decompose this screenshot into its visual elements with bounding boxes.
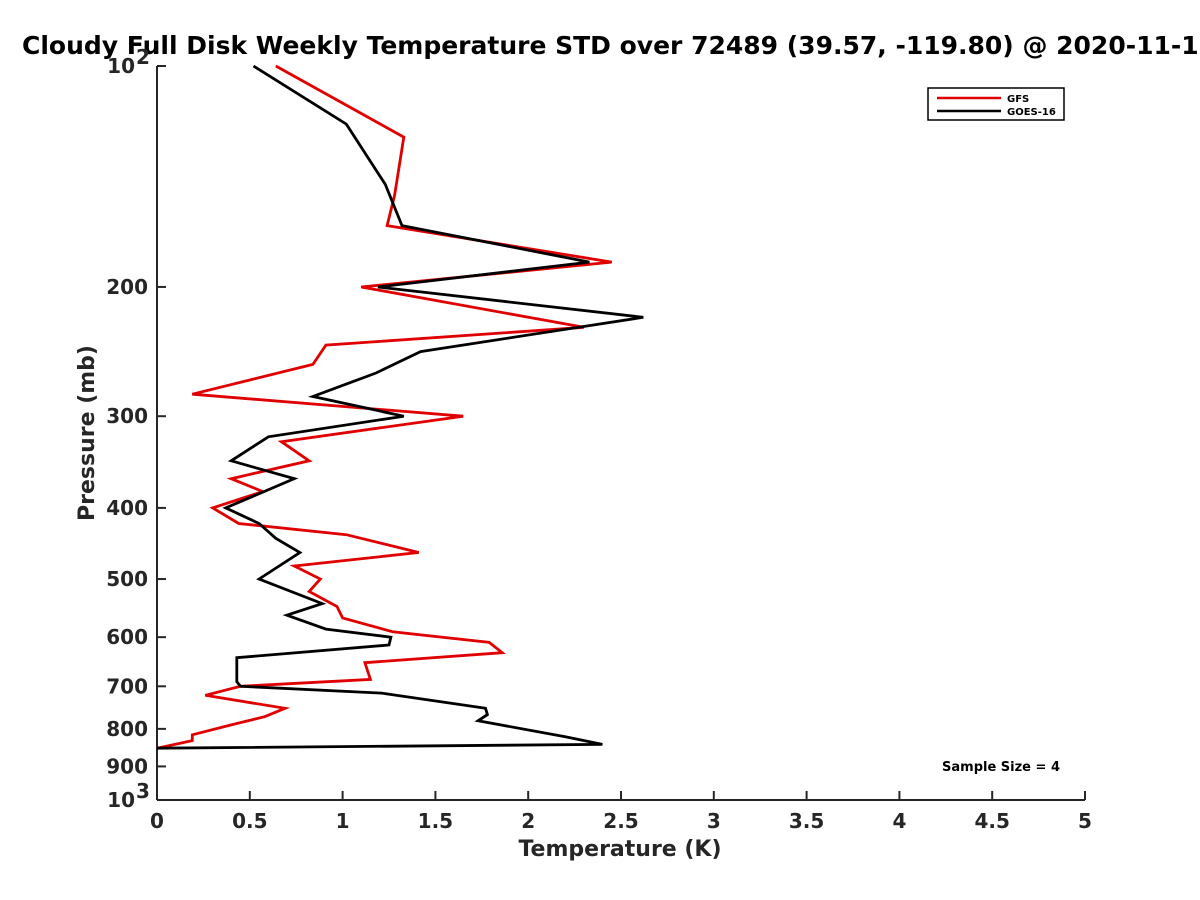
x-tick-label: 4.5	[974, 809, 1009, 833]
x-tick-label: 2	[521, 809, 535, 833]
y-tick-label: 400	[106, 496, 148, 520]
y-tick-label-power-base: 10	[107, 54, 135, 78]
legend-box	[927, 87, 1065, 121]
series-line-goes-16	[156, 64, 644, 750]
y-tick-label: 200	[106, 275, 148, 299]
x-tick-label: 3	[707, 809, 721, 833]
x-tick-label: 3.5	[789, 809, 824, 833]
legend-label: GFS	[1007, 94, 1029, 105]
chart-title: Cloudy Full Disk Weekly Temperature STD …	[22, 31, 1199, 60]
y-tick-label-power-exponent: 3	[136, 779, 150, 803]
sample-size-annotation: Sample Size = 4	[942, 760, 1060, 775]
y-tick-label: 800	[106, 717, 148, 741]
y-tick-label: 700	[106, 674, 148, 698]
plot-area: 0 0.5 1 1.5 2 2.5 3 3.5 4 4.5 510 22003004005006007…	[106, 45, 1092, 833]
x-tick-label: 4	[892, 809, 906, 833]
y-tick-label-power-exponent: 2	[136, 45, 150, 69]
y-tick-label: 300	[106, 404, 148, 428]
y-tick-label: 900	[106, 754, 148, 778]
y-axis-label: Pressure (mb)	[75, 345, 100, 521]
x-tick-label: 2.5	[603, 809, 638, 833]
x-tick-label: 0.5	[232, 809, 267, 833]
legend: GFS GOES-16	[927, 87, 1065, 121]
legend-label: GOES-16	[1007, 107, 1056, 118]
x-tick-label: 0	[150, 809, 164, 833]
x-tick-label: 1.5	[418, 809, 453, 833]
y-tick-label: 500	[106, 567, 148, 591]
y-tick-label-power-base: 10	[107, 788, 135, 812]
y-tick-label: 600	[106, 625, 148, 649]
x-axis-label: Temperature (K)	[518, 837, 721, 862]
x-tick-label: 1	[336, 809, 350, 833]
x-tick-label: 5	[1078, 809, 1092, 833]
